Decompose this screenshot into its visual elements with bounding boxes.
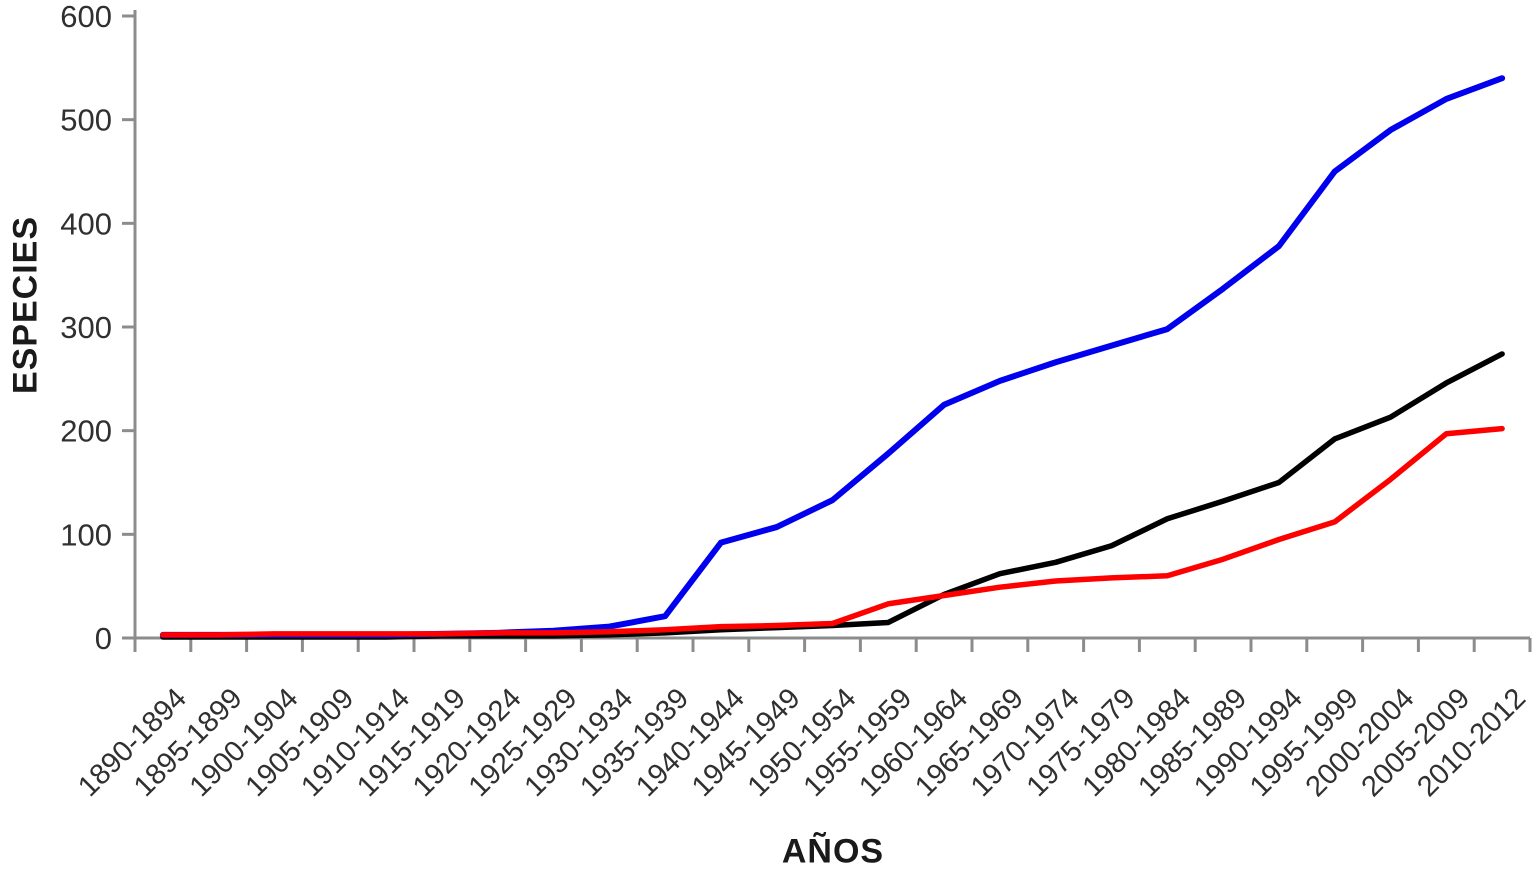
y-axis-tick-label: 400 <box>60 206 112 241</box>
y-axis-tick-label: 300 <box>60 310 112 345</box>
series-line-blue <box>159 75 1506 638</box>
x-axis-title: AÑOS <box>781 832 885 871</box>
y-axis-tick-label: 200 <box>60 414 112 449</box>
y-axis-tick-label: 600 <box>60 0 112 34</box>
series-line-black <box>160 351 1505 640</box>
y-axis-tick-label: 0 <box>95 621 112 656</box>
y-axis-tick-label: 500 <box>60 103 112 138</box>
y-axis-tick-label: 100 <box>60 517 112 552</box>
y-axis-title: ESPECIES <box>6 215 45 395</box>
series-line-red <box>160 425 1505 638</box>
